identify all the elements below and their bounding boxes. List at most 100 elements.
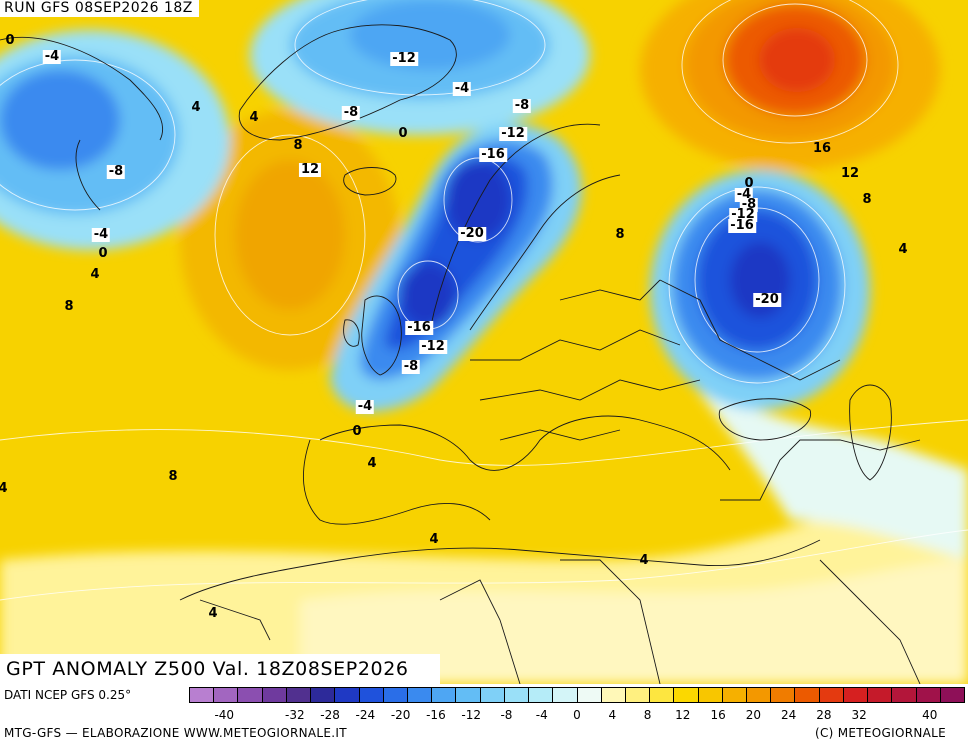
scale-tick-label: -12 [461, 708, 481, 722]
color-swatch [577, 688, 602, 702]
contour-label: -8 [512, 98, 532, 113]
color-swatch [916, 688, 941, 702]
scale-tick-label: 8 [643, 708, 652, 722]
contour-label: 4 [90, 267, 100, 282]
scale-tick-label: -24 [355, 708, 376, 722]
color-swatch [432, 688, 457, 702]
scale-tick-label: -16 [426, 708, 446, 722]
scale-tick-label: 0 [573, 708, 581, 722]
legend: DATI NCEP GFS 0.25° -40 -32 -28 -24 -20 -16 -1… [0, 684, 968, 745]
color-swatch [214, 688, 239, 702]
contour-label: -8 [401, 359, 421, 374]
color-swatch [698, 688, 723, 702]
contour-label: -4 [42, 49, 62, 64]
contour-label: -4 [452, 81, 472, 96]
color-swatch [553, 688, 578, 702]
contour-label: 4 [429, 532, 439, 547]
map-title: GPT ANOMALY Z500 Val. 18Z08SEP2026 [0, 654, 440, 684]
contour-label: -12 [499, 126, 527, 141]
color-swatch [601, 688, 626, 702]
color-swatch [190, 688, 215, 702]
scale-tick-label: 28 [816, 708, 832, 722]
color-swatch [771, 688, 796, 702]
run-title: RUN GFS 08SEP2026 18Z [0, 0, 199, 17]
contour-label: -12 [419, 339, 447, 354]
scale-tick-label: -32 [285, 708, 305, 722]
color-swatch [843, 688, 869, 702]
contour-label: 0 [5, 33, 15, 48]
contour-label: 4 [0, 481, 8, 496]
scale-tick-label: 16 [710, 708, 726, 722]
contour-label: 12 [298, 162, 322, 177]
color-swatch [456, 688, 481, 702]
color-swatch [407, 688, 433, 702]
scale-tick-label: 40 [922, 708, 938, 722]
color-swatch [359, 688, 384, 702]
contour-label: 4 [898, 242, 908, 257]
color-swatch [238, 688, 263, 702]
color-swatch [286, 688, 312, 702]
color-swatch [383, 688, 408, 702]
contour-label: 16 [812, 141, 832, 156]
contour-label: 8 [615, 227, 625, 242]
contour-label: -16 [405, 320, 433, 335]
scale-tick-label: 32 [851, 708, 867, 722]
contour-label: 8 [293, 138, 303, 153]
color-swatch [674, 688, 699, 702]
contour-label: 12 [840, 166, 860, 181]
contour-label: -4 [355, 399, 375, 414]
contour-label: -20 [753, 292, 781, 307]
color-swatch [747, 688, 772, 702]
contour-label: 4 [208, 606, 218, 621]
contour-label: -4 [91, 227, 111, 242]
scale-tick-label: -8 [500, 708, 513, 722]
scale-tick-label: -20 [390, 708, 411, 722]
scale-tick-label: -28 [320, 708, 340, 722]
scale-tick-label: 24 [780, 708, 797, 722]
scale-tick-label: 12 [675, 708, 691, 722]
scale-tick-label: -40 [214, 708, 235, 722]
scale-tick-label: 20 [745, 708, 761, 722]
color-swatch [311, 688, 336, 702]
contour-label: -12 [390, 51, 418, 66]
scale-tick-label: -4 [535, 708, 548, 722]
contour-label: -16 [728, 218, 756, 233]
data-source-label: DATI NCEP GFS 0.25° [4, 688, 132, 702]
anomaly-shading [0, 0, 968, 684]
contour-label: 0 [98, 246, 108, 261]
color-swatch [625, 688, 651, 702]
credit-left: MTG-GFS — ELABORAZIONE WWW.METEOGIORNALE… [4, 726, 347, 740]
contour-label: -12 [729, 207, 757, 222]
contour-label: 0 [352, 424, 362, 439]
contour-label: 4 [249, 110, 259, 125]
contour-label: -8 [341, 105, 361, 120]
contour-label: 8 [862, 192, 872, 207]
color-swatch [480, 688, 505, 702]
color-scale-ticks: -40 -32 -28 -24 -20 -16 -12 -8 -4 0 4 8 12 16 20 24 28 32… [189, 708, 965, 724]
color-swatch [819, 688, 844, 702]
color-scale-bar [189, 687, 965, 703]
anomaly-map: RUN GFS 08SEP2026 18Z 0 -4 4 4 -8 8 12 -… [0, 0, 968, 684]
color-swatch [529, 688, 554, 702]
color-swatch [868, 688, 893, 702]
contour-label: 4 [191, 100, 201, 115]
color-swatch [722, 688, 748, 702]
color-swatch [504, 688, 530, 702]
contour-label: 8 [64, 299, 74, 314]
anomaly-field [0, 0, 968, 684]
contour-label: 4 [639, 553, 649, 568]
contour-label: 4 [367, 456, 377, 471]
contour-label: 0 [744, 176, 754, 191]
contour-lines [0, 0, 968, 601]
scale-tick-label: 4 [608, 708, 617, 722]
contour-label: 8 [168, 469, 178, 484]
contour-label: -16 [479, 147, 507, 162]
coastlines [0, 24, 921, 684]
contour-label: 0 [398, 126, 408, 141]
color-swatch [892, 688, 917, 702]
color-swatch [940, 688, 964, 702]
color-swatch [795, 688, 820, 702]
contour-label: -20 [458, 226, 486, 241]
contour-label: -8 [106, 164, 126, 179]
color-swatch [650, 688, 675, 702]
